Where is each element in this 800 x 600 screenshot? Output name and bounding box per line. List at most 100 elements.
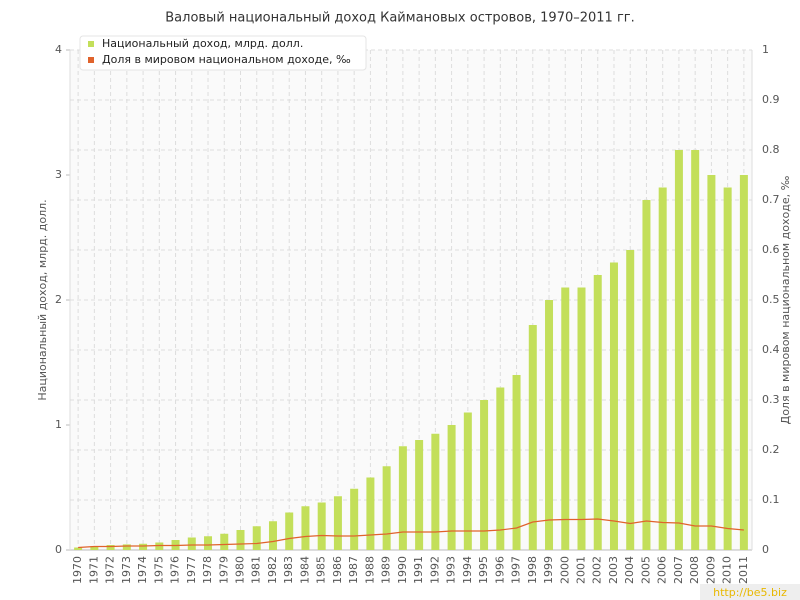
line [78, 518, 744, 549]
x-tick-label: 2004 [623, 556, 636, 584]
y2-axis-label: Доля в мировом национальном доходе, ‰ [779, 175, 792, 424]
x-tick-label: 1982 [266, 556, 279, 584]
legend-label: Национальный доход, млрд. долл. [102, 37, 303, 50]
x-tick-label: 2003 [607, 556, 620, 584]
bar [350, 488, 359, 550]
bar [723, 187, 732, 550]
x-tick-label: 1981 [250, 556, 263, 584]
y2-tick-label: 0.7 [762, 193, 780, 206]
legend-box [79, 35, 367, 71]
x-tick-label: 1996 [493, 556, 506, 584]
x-tick-label: 2007 [672, 556, 685, 584]
x-tick-label: 1975 [152, 556, 165, 584]
bar [333, 496, 342, 550]
x-tick-label: 1983 [282, 556, 295, 584]
bar [90, 546, 99, 550]
y-tick-label: 2 [55, 293, 62, 306]
bar [707, 175, 716, 550]
y2-tick-label: 0 [762, 543, 769, 556]
x-tick-label: 2002 [591, 556, 604, 584]
x-tick-label: 1988 [363, 556, 376, 584]
x-tick-label: 2005 [639, 556, 652, 584]
x-tick-label: 1990 [396, 556, 409, 584]
bar [593, 275, 602, 550]
x-tick-label: 1976 [169, 556, 182, 584]
bar [480, 400, 489, 550]
x-tick-label: 2006 [656, 556, 669, 584]
x-tick-label: 2010 [721, 556, 734, 584]
bar [139, 543, 148, 550]
y2-tick-label: 0.6 [762, 243, 780, 256]
bar [285, 512, 294, 550]
x-tick-label: 1994 [461, 556, 474, 584]
y2-tick-label: 0.8 [762, 143, 780, 156]
bar [252, 526, 261, 550]
bar [463, 412, 472, 550]
x-tick-label: 1987 [347, 556, 360, 584]
bar [366, 477, 375, 550]
y2-tick-label: 0.2 [762, 443, 780, 456]
bar [236, 530, 245, 550]
x-tick-label: 1999 [542, 556, 555, 584]
x-tick-label: 2001 [575, 556, 588, 584]
watermark-bg [700, 584, 800, 600]
bar [642, 200, 651, 550]
y2-tick-label: 0.9 [762, 93, 780, 106]
bar [561, 287, 570, 550]
x-tick-label: 1995 [477, 556, 490, 584]
y-tick-label: 4 [55, 43, 62, 56]
y-tick-label: 3 [55, 168, 62, 181]
bar [155, 542, 164, 550]
y-axis-label: Национальный доход, млрд. долл. [36, 199, 49, 400]
x-tick-label: 2011 [737, 556, 750, 584]
legend-marker [88, 57, 94, 63]
bar [691, 150, 700, 550]
bar [415, 440, 424, 550]
x-tick-label: 2000 [558, 556, 571, 584]
bar [74, 547, 83, 550]
x-tick-label: 1985 [315, 556, 328, 584]
bar [658, 187, 667, 550]
x-tick-label: 1992 [428, 556, 441, 584]
x-tick-label: 1977 [185, 556, 198, 584]
legend: Национальный доход, млрд. долл. Доля в ми… [79, 35, 367, 71]
bar [187, 537, 196, 550]
x-tick-label: 1970 [71, 556, 84, 584]
y2-tick-label: 0.3 [762, 393, 780, 406]
legend-label: Доля в мировом национальном доходе, ‰ [102, 53, 351, 66]
x-tick-label: 1997 [510, 556, 523, 584]
bar [496, 387, 505, 550]
x-tick-label: 1980 [234, 556, 247, 584]
watermark[interactable]: http://be5.biz [713, 586, 787, 599]
bar [431, 433, 440, 550]
chart-title: Валовый национальный доход Каймановых ос… [165, 11, 635, 26]
bar [122, 544, 131, 550]
bar [106, 545, 115, 550]
bar [609, 262, 618, 550]
bar [447, 425, 456, 550]
x-tick-label: 1993 [445, 556, 458, 584]
bar [739, 175, 748, 550]
bar [220, 533, 229, 550]
x-tick-label: 1991 [412, 556, 425, 584]
bar [301, 506, 310, 550]
bar [674, 150, 683, 550]
bar [317, 502, 326, 550]
y-tick-label: 0 [55, 543, 62, 556]
bar [528, 325, 537, 550]
x-tick-label: 2008 [688, 556, 701, 584]
y2-tick-label: 0.1 [762, 493, 780, 506]
y2-tick-label: 1 [762, 43, 769, 56]
y-tick-label: 1 [55, 418, 62, 431]
x-tick-label: 1972 [104, 556, 117, 584]
bar [512, 375, 521, 550]
x-tick-label: 1978 [201, 556, 214, 584]
x-tick-label: 1989 [380, 556, 393, 584]
legend-marker [88, 41, 94, 47]
x-tick-label: 1979 [217, 556, 230, 584]
bar [577, 287, 586, 550]
x-tick-label: 1973 [120, 556, 133, 584]
x-tick-label: 2009 [704, 556, 717, 584]
y2-tick-label: 0.4 [762, 343, 780, 356]
